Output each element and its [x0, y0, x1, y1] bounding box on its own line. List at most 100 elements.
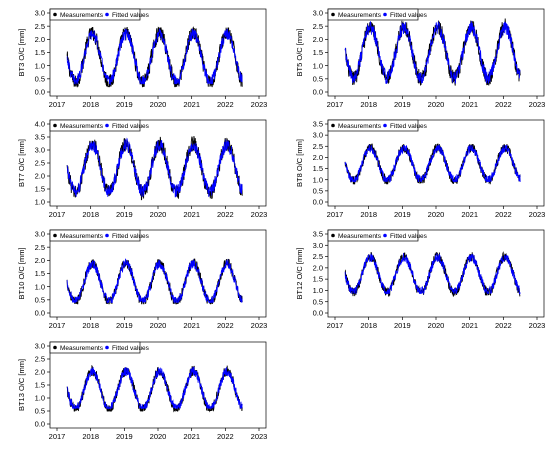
x-tick-label: 2022 — [495, 100, 512, 109]
y-tick-label: 0.0 — [35, 309, 45, 318]
y-axis-label: BT3 O/C [mm] — [17, 29, 26, 77]
y-tick-label: 1.0 — [313, 175, 323, 184]
x-tick-label: 2019 — [116, 321, 133, 330]
y-tick-label: 2.0 — [35, 256, 45, 265]
y-tick-label: 2.5 — [313, 252, 323, 261]
legend-measurements-marker — [331, 123, 335, 128]
y-tick-label: 1.5 — [313, 48, 323, 57]
legend-box — [49, 8, 141, 21]
legend-fitted-marker — [105, 123, 109, 128]
x-tick-label: 2023 — [251, 321, 268, 330]
x-tick-label: 2018 — [360, 100, 377, 109]
x-tick-label: 2019 — [116, 100, 133, 109]
legend-measurements-label: Measurements — [60, 233, 104, 240]
x-tick-label: 2022 — [217, 432, 234, 441]
fitted-values-series-line — [66, 258, 243, 304]
legend: Measurements Fitted values — [49, 8, 150, 21]
x-tick-label: 2023 — [529, 100, 546, 109]
legend-fitted-label: Fitted values — [112, 123, 150, 130]
y-tick-label: 1.5 — [35, 185, 45, 194]
x-tick-label: 2023 — [529, 321, 546, 330]
y-axis-label: BT10 O/C [mm] — [17, 247, 26, 299]
y-tick-label: 2.5 — [313, 142, 323, 151]
x-tick-label: 2020 — [150, 432, 167, 441]
x-tick-label: 2021 — [183, 321, 200, 330]
x-tick-label: 2017 — [327, 100, 344, 109]
legend-box — [49, 229, 141, 242]
x-tick-label: 2020 — [150, 210, 167, 219]
chart-panel-1: 2017 2018 2019 2020 2021 2022 2023 0.0 0.5 1.0 1.5… — [17, 9, 267, 109]
x-tick-label: 2021 — [461, 210, 478, 219]
y-tick-label: 0.0 — [35, 88, 45, 97]
legend-fitted-label: Fitted values — [390, 12, 428, 19]
legend-measurements-marker — [331, 233, 335, 238]
x-tick-label: 2017 — [327, 210, 344, 219]
y-tick-label: 0.0 — [313, 88, 323, 97]
x-tick-label: 2019 — [394, 210, 411, 219]
y-tick-label: 2.0 — [313, 263, 323, 272]
legend: Measurements Fitted values — [49, 229, 150, 242]
y-tick-label: 3.0 — [313, 241, 323, 250]
legend-measurements-label: Measurements — [60, 12, 104, 19]
y-tick-label: 0.5 — [35, 295, 45, 304]
chart-panel-7: 2017 2018 2019 2020 2021 2022 2023 0.0 0.5 1.0 1.5… — [17, 342, 267, 441]
y-tick-label: 1.0 — [35, 61, 45, 70]
x-tick-label: 2018 — [82, 321, 99, 330]
x-tick-label: 2018 — [360, 210, 377, 219]
x-tick-label: 2023 — [251, 432, 268, 441]
y-tick-label: 1.0 — [35, 198, 45, 207]
x-tick-label: 2021 — [461, 321, 478, 330]
y-tick-label: 1.0 — [35, 394, 45, 403]
legend-fitted-marker — [383, 123, 387, 128]
x-tick-label: 2019 — [394, 100, 411, 109]
y-axis-label: BT8 O/C [mm] — [295, 139, 304, 187]
legend-fitted-marker — [105, 12, 109, 17]
x-tick-label: 2020 — [150, 321, 167, 330]
legend-fitted-marker — [383, 233, 387, 238]
y-tick-label: 3.0 — [35, 9, 45, 18]
chart-panel-4: 2017 2018 2019 2020 2021 2022 2023 0.0 0.5 1.0 1.5… — [295, 120, 545, 219]
plot-frame — [49, 229, 267, 318]
y-tick-label: 0.5 — [35, 74, 45, 83]
x-tick-label: 2018 — [82, 210, 99, 219]
x-tick-label: 2018 — [82, 100, 99, 109]
y-tick-label: 2.0 — [313, 153, 323, 162]
legend-measurements-label: Measurements — [60, 123, 104, 130]
x-tick-label: 2020 — [428, 321, 445, 330]
y-axis-label: BT7 O/C [mm] — [17, 139, 26, 187]
x-tick-label: 2022 — [217, 100, 234, 109]
chart-panel-5: 2017 2018 2019 2020 2021 2022 2023 0.0 0.5 1.0 1.5… — [17, 230, 267, 330]
x-tick-label: 2017 — [49, 210, 66, 219]
y-tick-label: 2.5 — [35, 159, 45, 168]
legend-fitted-label: Fitted values — [390, 233, 428, 240]
x-tick-label: 2017 — [327, 321, 344, 330]
x-tick-label: 2023 — [529, 210, 546, 219]
x-tick-label: 2021 — [183, 210, 200, 219]
y-axis-label: BT12 O/C [mm] — [295, 247, 304, 299]
x-tick-label: 2023 — [251, 100, 268, 109]
legend-measurements-label: Measurements — [338, 123, 382, 130]
legend: Measurements Fitted values — [327, 8, 428, 21]
x-tick-label: 2021 — [183, 432, 200, 441]
x-tick-label: 2019 — [116, 210, 133, 219]
legend-box — [327, 119, 419, 132]
x-tick-label: 2017 — [49, 321, 66, 330]
plot-frame — [327, 119, 545, 207]
legend: Measurements Fitted values — [327, 119, 428, 132]
x-tick-label: 2018 — [360, 321, 377, 330]
x-tick-label: 2020 — [428, 100, 445, 109]
y-tick-label: 0.5 — [313, 297, 323, 306]
chart-panel-3: 2017 2018 2019 2020 2021 2022 2023 1.0 1.5 2.0 2.5… — [17, 120, 267, 219]
y-tick-label: 0.0 — [35, 420, 45, 429]
x-tick-label: 2021 — [183, 100, 200, 109]
x-tick-label: 2019 — [394, 321, 411, 330]
y-tick-label: 2.5 — [35, 355, 45, 364]
y-tick-label: 2.5 — [35, 22, 45, 31]
y-tick-label: 4.0 — [35, 120, 45, 129]
x-tick-label: 2021 — [461, 100, 478, 109]
fitted-values-series-line — [66, 28, 243, 86]
x-tick-label: 2023 — [251, 210, 268, 219]
legend-measurements-marker — [53, 233, 57, 238]
plot-frame — [49, 119, 267, 207]
